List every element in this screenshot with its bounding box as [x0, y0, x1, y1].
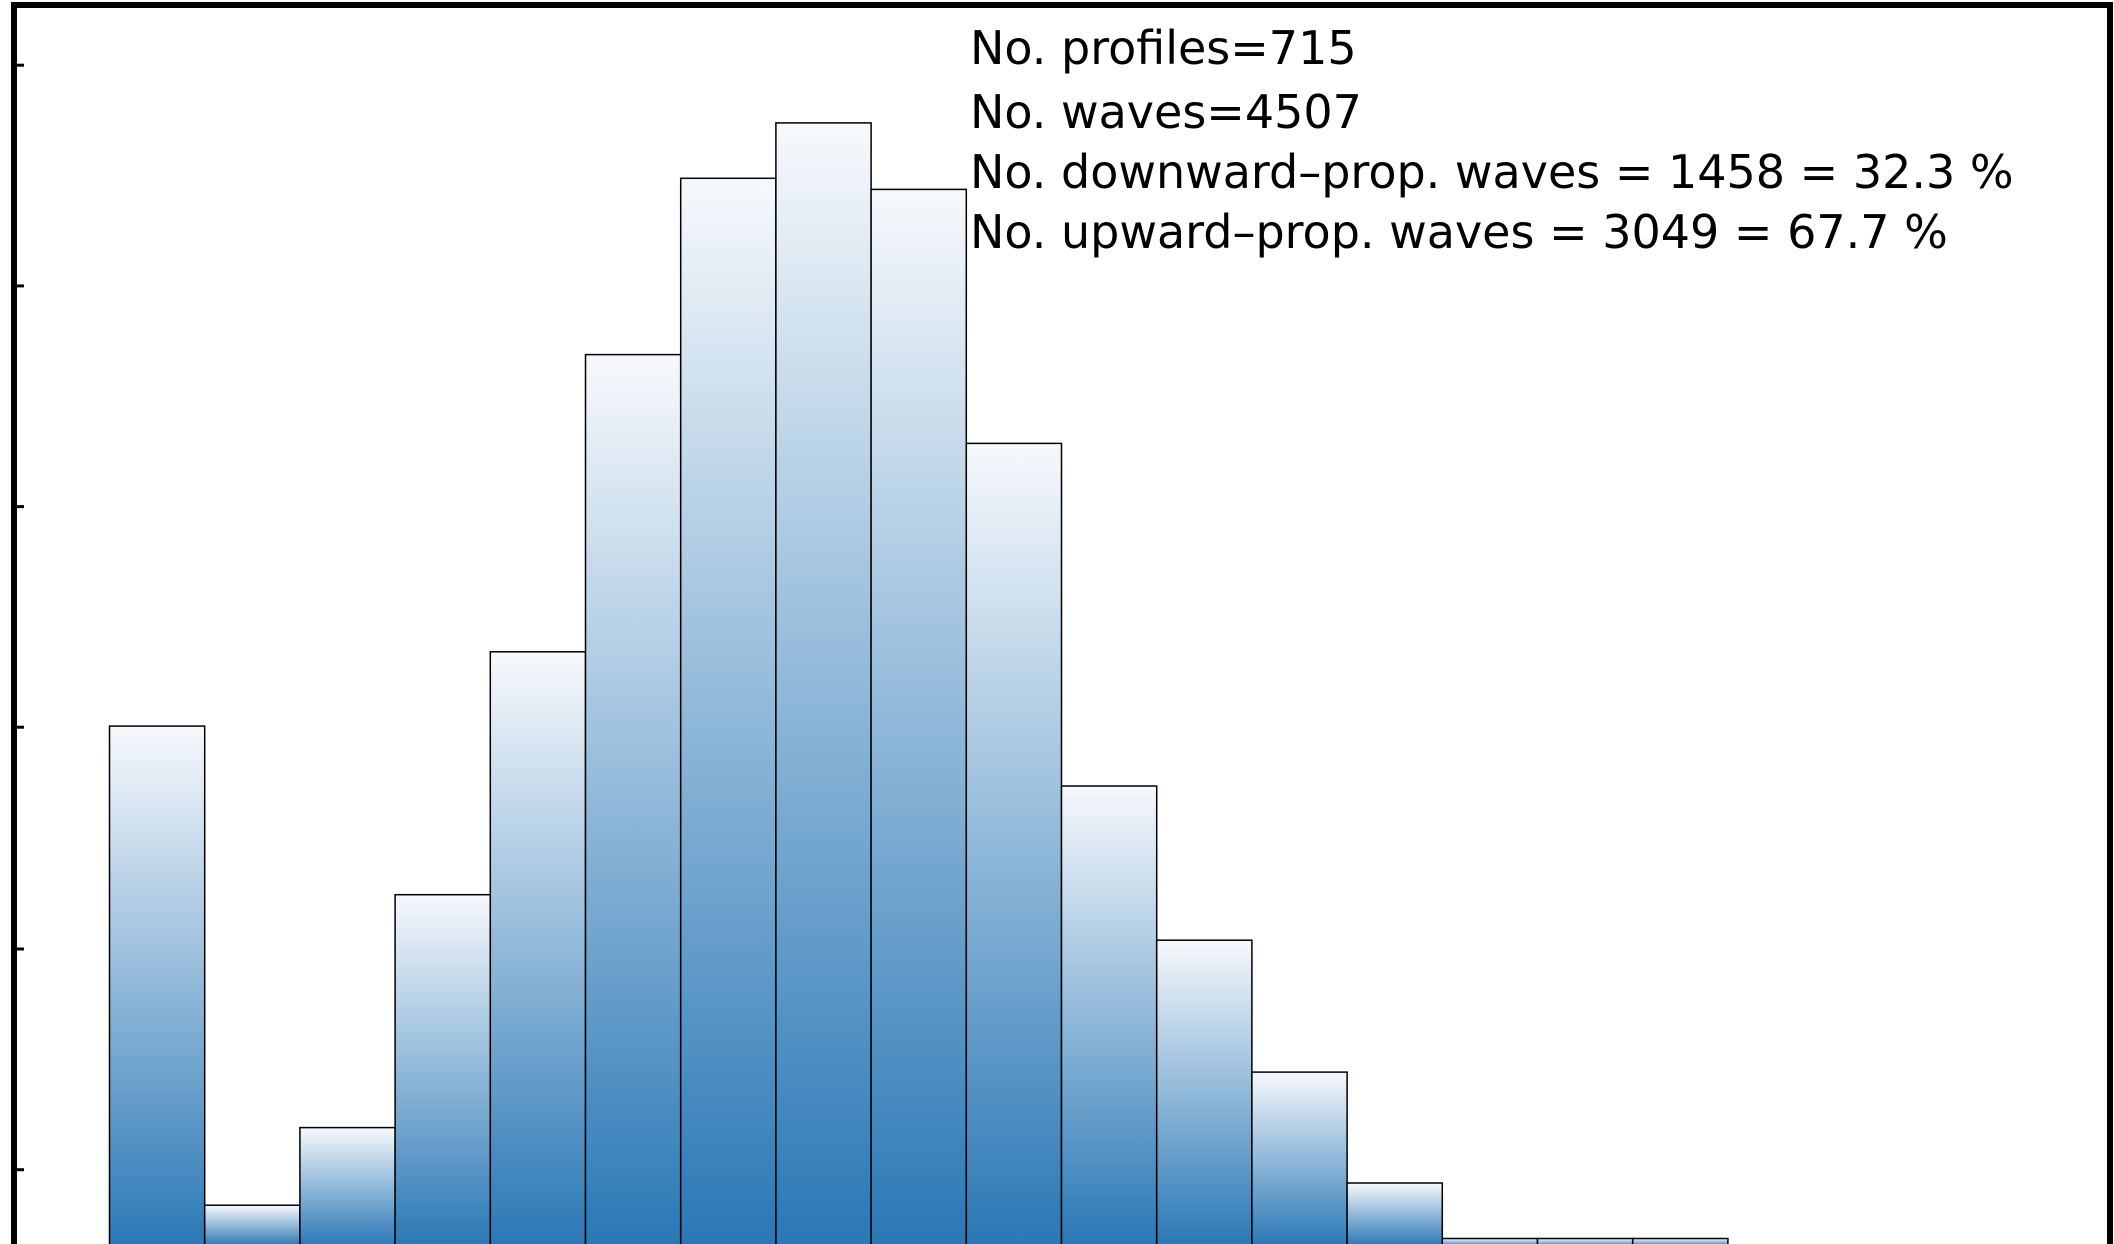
histogram-bar [1060, 785, 1158, 1244]
histogram-bar [108, 725, 206, 1244]
histogram-bar [584, 353, 682, 1244]
histogram-bar [870, 188, 968, 1244]
histogram-bar [1155, 939, 1253, 1244]
histogram-bar [489, 651, 587, 1244]
histogram-bar [1346, 1182, 1444, 1244]
annotation-profiles: No. profiles=715 [970, 21, 1357, 75]
annotation-downward: No. downward–prop. waves = 1458 = 32.3 % [970, 145, 2014, 199]
histogram-bar [1441, 1237, 1539, 1244]
histogram-bar [679, 177, 777, 1244]
plot-frame [11, 2, 2113, 1244]
histogram-bar [1631, 1237, 1729, 1244]
histogram-bar [775, 122, 872, 1244]
stats-annotations: No. profiles=715 No. waves=4507 No. down… [970, 21, 2014, 259]
histogram-bar [1251, 1071, 1348, 1244]
histogram-bar [965, 442, 1063, 1244]
histogram-bar [299, 1126, 396, 1244]
histogram-bar [1536, 1237, 1634, 1244]
annotation-upward: No. upward–prop. waves = 3049 = 67.7 % [970, 205, 1948, 259]
y-axis-ticks [14, 63, 24, 1172]
annotation-waves: No. waves=4507 [970, 85, 1362, 139]
histogram-bar [203, 1204, 301, 1244]
bars-group [108, 122, 1729, 1244]
histogram-bar [394, 893, 492, 1244]
